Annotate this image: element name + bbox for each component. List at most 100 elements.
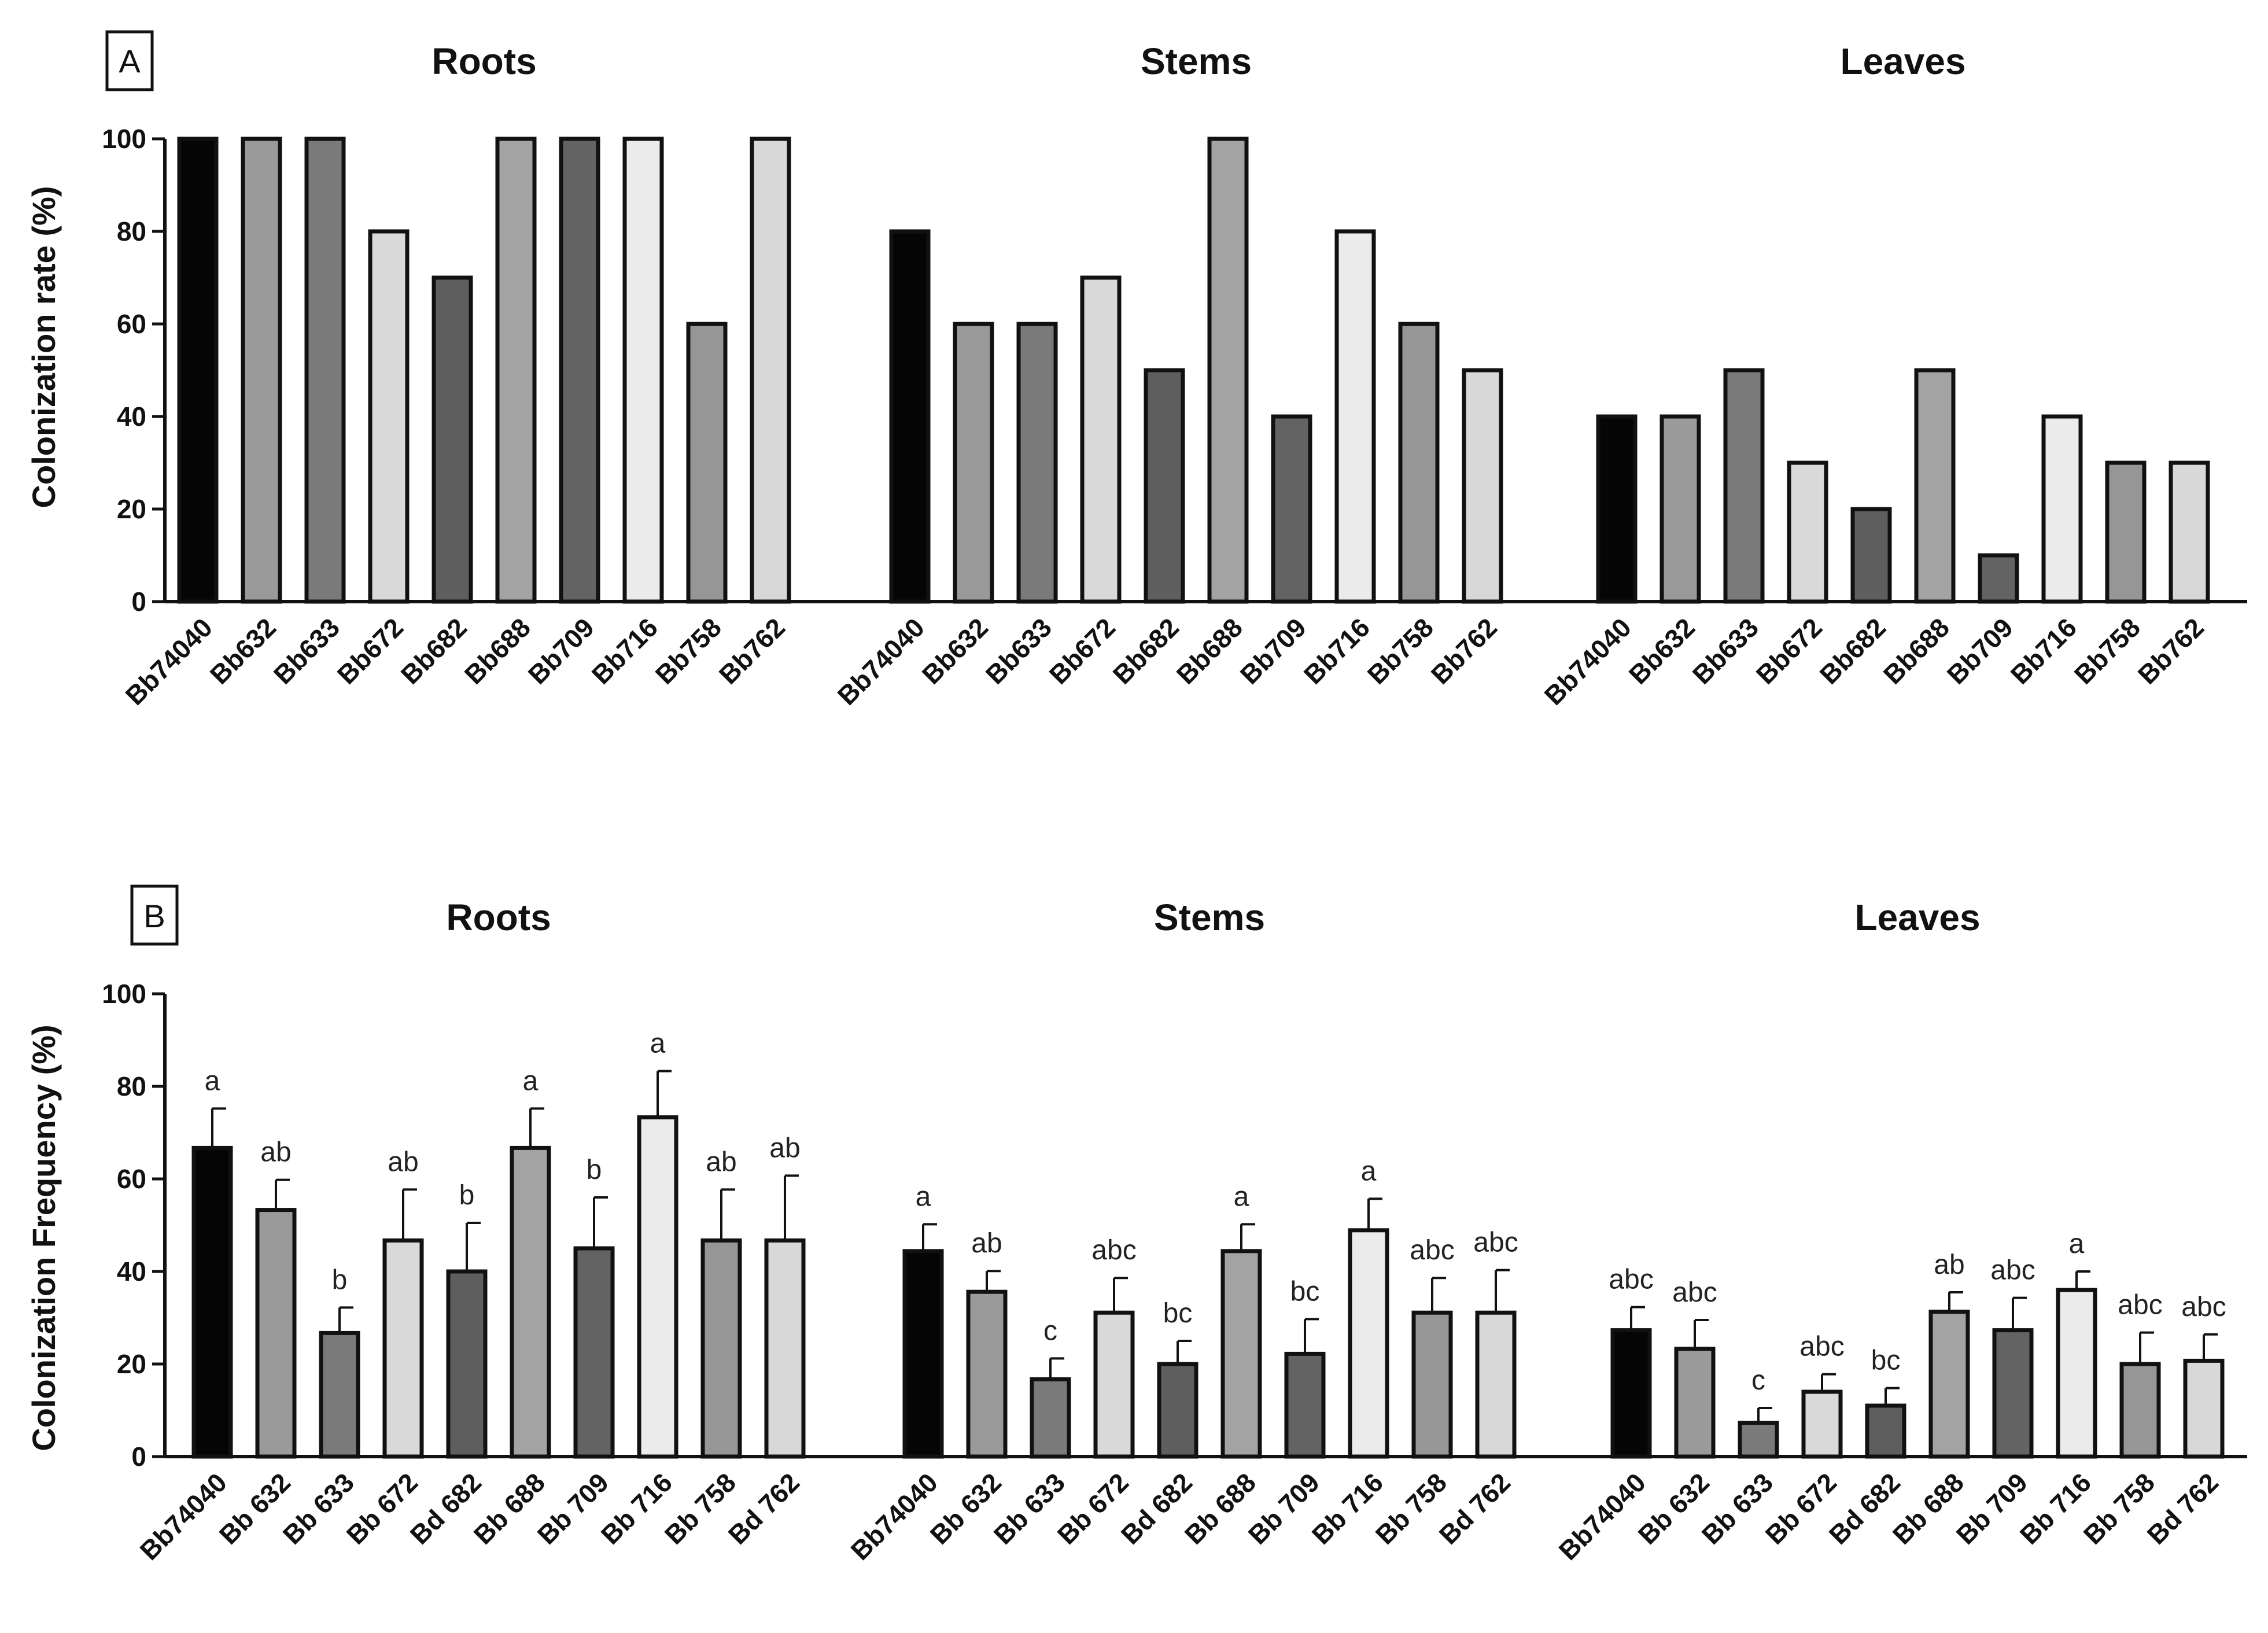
- panel-a-category-label: Bb672: [331, 612, 409, 690]
- panel-b-bar-roots: [446, 1269, 488, 1459]
- panel-a-label: A: [119, 43, 141, 79]
- panel-b-significance-letter: abc: [1609, 1265, 1653, 1295]
- panel-b-significance-letter: abc: [2118, 1290, 2162, 1321]
- panel-a-group-title-leaves: Leaves: [1840, 40, 1965, 82]
- panel-b-category-label: Bb 758: [659, 1467, 742, 1550]
- panel-b-bar-stems: [1157, 1362, 1198, 1459]
- panel-a-y-tick-label: 40: [117, 401, 146, 432]
- panel-a-category-label: Bb688: [459, 612, 536, 690]
- panel-b-bar-roots: [382, 1238, 424, 1459]
- panel-b-category-label: Bb 633: [277, 1467, 360, 1550]
- panel-a-bar-roots: [686, 322, 728, 604]
- panel-a-bar-stems: [1080, 275, 1122, 604]
- panel-b-category-label: Bb 672: [1760, 1467, 1842, 1550]
- panel-a-bar-leaves: [1914, 368, 1956, 604]
- panel-b-bar-stems: [1093, 1310, 1135, 1459]
- panel-b-significance-letter: ab: [769, 1133, 800, 1163]
- panel-a-chart: 020406080100RootsBb74040Bb632Bb633Bb672B…: [102, 40, 2247, 711]
- panel-a-bar-leaves: [1723, 368, 1765, 604]
- panel-b-bar-leaves: [1738, 1421, 1779, 1459]
- panel-a-bar-stems: [1271, 414, 1312, 604]
- panel-a-category-label: Bb758: [1362, 612, 1439, 690]
- panel-a-y-tick-label: 100: [102, 124, 146, 154]
- panel-b-y-tick-label: 0: [131, 1442, 146, 1472]
- panel-b-category-label: Bb 709: [1950, 1467, 2033, 1550]
- panel-b-significance-letter: a: [2069, 1229, 2085, 1259]
- panel-b-y-axis-label: Colonization Frequency (%): [25, 1024, 62, 1451]
- panel-b-bar-stems: [1220, 1249, 1262, 1459]
- panel-a-category-label: Bb709: [522, 612, 600, 690]
- panel-b-category-label: Bb 688: [1887, 1467, 1970, 1550]
- panel-b-significance-letter: abc: [1799, 1332, 1844, 1362]
- panel-b-bar-leaves: [1928, 1310, 1970, 1459]
- panel-b-bar-stems: [1030, 1377, 1071, 1459]
- panel-a-bar-stems: [1016, 322, 1058, 604]
- panel-b-category-label: Bb 716: [1306, 1467, 1389, 1550]
- panel-b-category-label: Bb74040: [134, 1467, 233, 1566]
- panel-b-significance-letter: bc: [1163, 1298, 1193, 1329]
- panel-a-category-label: Bb716: [586, 612, 663, 690]
- panel-b-category-label: Bd 762: [722, 1467, 805, 1550]
- panel-b-bar-stems: [1411, 1310, 1453, 1459]
- panel-b-significance-letter: c: [1751, 1365, 1765, 1396]
- panel-b-category-label: Bb 716: [2014, 1467, 2097, 1550]
- panel-a-category-label: Bb716: [1298, 612, 1375, 690]
- panel-b-category-label: Bb 672: [341, 1467, 423, 1550]
- panel-a-category-label: Bb74040: [119, 612, 218, 711]
- panel-a-bar-roots: [559, 137, 600, 604]
- panel-a-bar-stems: [889, 229, 931, 604]
- panel-b-bar-leaves: [1801, 1389, 1843, 1459]
- panel-a-category-label: Bb688: [1878, 612, 1955, 690]
- panel-a-y-tick-label: 60: [117, 309, 146, 339]
- panel-a-category-label: Bb74040: [1538, 612, 1637, 711]
- panel-b-y-tick-label: 40: [117, 1256, 146, 1287]
- panel-a-category-label: Bb762: [713, 612, 791, 690]
- panel-a-category-label: Bb762: [2132, 612, 2210, 690]
- panel-b-category-label: Bb74040: [844, 1467, 943, 1566]
- panel-b-bar-roots: [573, 1246, 615, 1459]
- panel-a-bar-stems: [1144, 368, 1185, 604]
- panel-b-bar-roots: [637, 1115, 678, 1459]
- panel-b-bar-roots: [255, 1208, 297, 1459]
- panel-b-y-tick-label: 80: [117, 1071, 146, 1101]
- panel-a-bar-roots: [177, 137, 219, 604]
- panel-b-category-label: Bb 688: [1179, 1467, 1262, 1550]
- panel-a-bar-stems: [1462, 368, 1503, 604]
- panel-a-group-title-roots: Roots: [432, 40, 536, 82]
- panel-a-category-label: Bb672: [1043, 612, 1121, 690]
- panel-a-bar-leaves: [1978, 553, 2019, 604]
- panel-b-bar-roots: [191, 1145, 233, 1459]
- panel-b-significance-letter: c: [1043, 1315, 1057, 1346]
- panel-b-group-title-roots: Roots: [446, 897, 551, 938]
- panel-a-group-title-stems: Stems: [1141, 40, 1252, 82]
- panel-b-significance-letter: abc: [2181, 1292, 2226, 1322]
- panel-a-bar-stems: [953, 322, 994, 604]
- panel-a-bar-leaves: [1850, 507, 1892, 604]
- panel-a-bar-roots: [304, 137, 346, 604]
- panel-b-significance-letter: a: [650, 1029, 666, 1059]
- panel-b-category-label: Bb 709: [1242, 1467, 1325, 1550]
- panel-a-bar-roots: [495, 137, 537, 604]
- panel-a-category-label: Bb709: [1941, 612, 2019, 690]
- panel-b-significance-letter: ab: [1934, 1249, 1964, 1280]
- panel-b-category-label: Bb 758: [1370, 1467, 1452, 1550]
- panel-b-category-label: Bb 688: [468, 1467, 551, 1550]
- panel-a-category-label: Bb632: [1623, 612, 1701, 690]
- panel-a-category-label: Bb762: [1425, 612, 1503, 690]
- panel-b-significance-letter: ab: [388, 1147, 418, 1177]
- panel-b-bar-stems: [1475, 1310, 1517, 1459]
- panel-a-category-label: Bb672: [1750, 612, 1828, 690]
- panel-a-bar-roots: [368, 229, 410, 604]
- panel-a-bar-leaves: [2169, 460, 2210, 604]
- panel-a-category-label: Bb709: [1234, 612, 1312, 690]
- panel-b-label: B: [143, 898, 165, 934]
- panel-b-category-label: Bb 633: [1696, 1467, 1779, 1550]
- panel-a-bar-leaves: [2105, 460, 2147, 604]
- panel-a-category-label: Bb633: [980, 612, 1057, 690]
- panel-b-label-box: [130, 884, 179, 946]
- panel-a-bar-stems: [1207, 137, 1249, 604]
- panel-b-significance-letter: a: [523, 1066, 539, 1096]
- panel-a-bar-roots: [750, 137, 791, 604]
- panel-b-y-tick-label: 100: [102, 979, 146, 1009]
